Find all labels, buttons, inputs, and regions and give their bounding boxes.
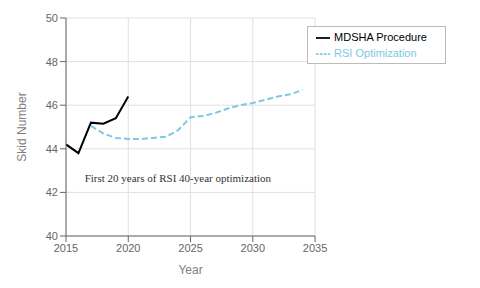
svg-text:2035: 2035 (303, 242, 327, 254)
svg-text:2030: 2030 (241, 242, 265, 254)
svg-text:2020: 2020 (116, 242, 140, 254)
svg-text:2015: 2015 (54, 242, 78, 254)
svg-text:48: 48 (46, 56, 58, 68)
html-text:MDSHA Procedure: MDSHA Procedure (334, 31, 427, 43)
svg-text:44: 44 (46, 143, 58, 155)
svg-text:Skid Number: Skid Number (15, 92, 29, 161)
html-text:RSI Optimization: RSI Optimization (334, 47, 417, 60)
svg-text:40: 40 (46, 230, 58, 242)
svg-text:Year: Year (178, 263, 202, 277)
svg-text:First 20 years of RSI 40-year: First 20 years of RSI 40-year optimizati… (85, 172, 272, 184)
svg-text:42: 42 (46, 186, 58, 198)
svg-text:50: 50 (46, 12, 58, 24)
svg-text:46: 46 (46, 99, 58, 111)
svg-text:2025: 2025 (178, 242, 202, 254)
